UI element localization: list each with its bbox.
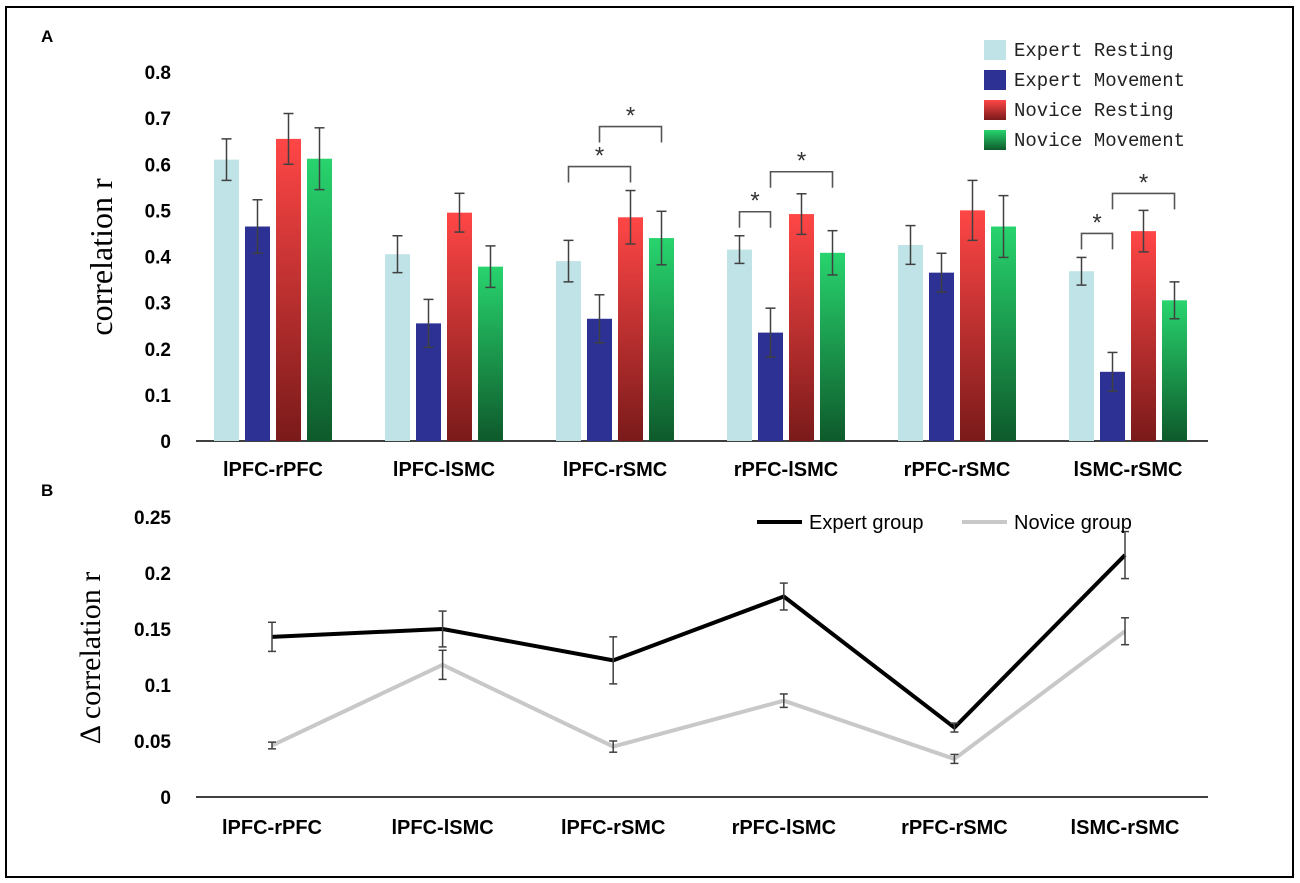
legend-label-novice: Novice group — [1014, 512, 1132, 534]
panel-a-label: A — [41, 27, 53, 46]
panel-b-lines — [271, 553, 1127, 761]
significance-bracket — [738, 210, 772, 228]
legend-label-2: Novice Resting — [1014, 100, 1174, 122]
legend-label-0: Expert Resting — [1014, 40, 1174, 62]
significance-star: * — [1092, 209, 1101, 236]
panel-a-y-label: correlation r — [83, 178, 119, 336]
y-tick-label: 0.05 — [134, 732, 171, 753]
legend-swatch-2 — [984, 100, 1006, 120]
significance-bracket — [567, 165, 632, 183]
bar-3-2 — [649, 238, 674, 441]
panel-b-y-ticks: 0 0.05 0.1 0.15 0.2 0.25 — [134, 508, 171, 809]
bar-2-4 — [960, 210, 985, 441]
category-label: lSMC-rSMC — [1074, 459, 1183, 481]
significance-bracket — [1111, 192, 1176, 210]
bar-2-3 — [789, 214, 814, 441]
y-tick-label: 0.1 — [145, 676, 172, 697]
panel-b-label: B — [41, 481, 53, 500]
y-tick-label: 0.15 — [134, 620, 171, 641]
panel-b-y-label: Δ correlation r — [74, 572, 107, 745]
y-tick-label: 0.4 — [145, 248, 172, 269]
y-tick-label: 0.25 — [134, 508, 171, 529]
y-tick-label: 0 — [160, 788, 171, 809]
bar-2-2 — [618, 217, 643, 441]
category-label: lPFC-lSMC — [391, 817, 493, 839]
significance-bracket — [1080, 232, 1114, 250]
significance-star: * — [595, 143, 604, 170]
y-tick-label: 0.2 — [145, 340, 171, 361]
legend-swatch-3 — [984, 130, 1006, 150]
bar-3-1 — [478, 266, 503, 441]
category-label: rPFC-rSMC — [901, 817, 1008, 839]
figure-border — [5, 6, 1294, 878]
significance-star: * — [1139, 169, 1148, 196]
bar-0-5 — [1069, 271, 1094, 441]
bar-3-4 — [991, 226, 1016, 441]
series-line-1 — [271, 629, 1127, 761]
bar-3-0 — [307, 158, 332, 441]
panel-b-error-bars — [268, 530, 1129, 765]
y-tick-label: 0.7 — [145, 109, 171, 130]
bar-1-4 — [929, 272, 954, 441]
significance-star: * — [797, 148, 806, 175]
category-label: lPFC-lSMC — [393, 459, 495, 481]
panel-a-significance: * * * * * * — [567, 103, 1176, 250]
category-label: rPFC-lSMC — [734, 459, 838, 481]
panel-a-category-labels: lPFC-rPFC lPFC-lSMC lPFC-rSMC rPFC-lSMC rPFC… — [223, 459, 1182, 481]
significance-star: * — [626, 103, 635, 130]
y-tick-label: 0.8 — [145, 63, 171, 84]
y-tick-label: 0.1 — [145, 386, 172, 407]
category-label: rPFC-lSMC — [732, 817, 836, 839]
significance-bracket — [769, 170, 834, 188]
bar-2-1 — [447, 212, 472, 441]
bar-0-1 — [385, 254, 410, 441]
panel-a-y-ticks: 0 0.1 0.2 0.3 0.4 0.5 0.6 0.7 0.8 — [145, 63, 172, 453]
bar-2-0 — [276, 138, 301, 441]
bar-3-3 — [820, 252, 845, 441]
panel-a-error-bars — [221, 112, 1180, 392]
category-label: lPFC-rPFC — [222, 817, 322, 839]
panel-b-category-labels: lPFC-rPFC lPFC-lSMC lPFC-rSMC rPFC-lSMC rPFC… — [222, 817, 1179, 839]
legend-swatch-0 — [984, 40, 1006, 60]
category-label: lSMC-rSMC — [1071, 817, 1180, 839]
category-label: lPFC-rSMC — [561, 817, 665, 839]
legend-label-3: Novice Movement — [1014, 130, 1185, 152]
category-label: lPFC-rPFC — [223, 459, 323, 481]
bar-0-4 — [898, 244, 923, 441]
y-tick-label: 0 — [160, 432, 171, 453]
legend-label-expert: Expert group — [809, 512, 924, 534]
panel-b-legend: Expert group Novice group — [757, 512, 1132, 534]
significance-star: * — [750, 188, 759, 215]
y-tick-label: 0.3 — [145, 294, 171, 315]
y-tick-label: 0.2 — [145, 564, 171, 585]
legend-swatch-1 — [984, 70, 1006, 90]
bar-0-3 — [727, 249, 752, 441]
panel-b-line-chart: Δ correlation r 0 0.05 0.1 0.15 0.2 0.25 lPFC… — [74, 508, 1208, 839]
panel-a-bars — [214, 138, 1187, 441]
category-label: rPFC-rSMC — [904, 459, 1011, 481]
series-line-0 — [271, 553, 1127, 730]
bar-2-5 — [1131, 231, 1156, 441]
bar-0-2 — [556, 261, 581, 441]
bar-3-5 — [1162, 300, 1187, 441]
y-tick-label: 0.5 — [145, 201, 172, 222]
panel-a-legend: Expert Resting Expert Movement Novice Rest… — [984, 40, 1185, 152]
y-tick-label: 0.6 — [145, 155, 171, 176]
legend-label-1: Expert Movement — [1014, 70, 1185, 92]
panel-a-bar-chart: correlation r 00.10.20.30.40.50.60.70.8 … — [83, 40, 1208, 481]
category-label: lPFC-rSMC — [563, 459, 667, 481]
significance-bracket — [598, 125, 663, 143]
bar-0-0 — [214, 159, 239, 441]
bar-1-0 — [245, 226, 270, 441]
